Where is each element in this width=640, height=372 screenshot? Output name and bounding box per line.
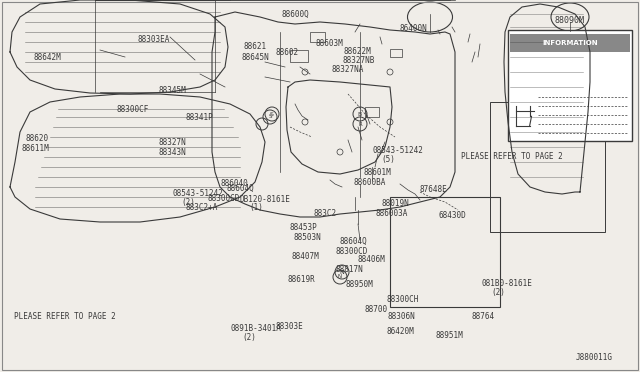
Text: 88621: 88621 <box>243 42 266 51</box>
Text: DB120-8161E: DB120-8161E <box>240 195 291 203</box>
Text: 88600Q: 88600Q <box>282 10 309 19</box>
Text: 88503N: 88503N <box>293 233 321 242</box>
Text: 883C2: 883C2 <box>314 209 337 218</box>
Text: 883C2+A: 883C2+A <box>186 203 218 212</box>
Text: 88090M: 88090M <box>555 16 585 25</box>
Text: 88604Q: 88604Q <box>227 184 254 193</box>
Text: 0891B-3401A: 0891B-3401A <box>230 324 281 333</box>
Text: (1): (1) <box>250 203 264 212</box>
Text: (5): (5) <box>381 155 396 164</box>
Text: 88700: 88700 <box>365 305 388 314</box>
Text: (2): (2) <box>182 198 196 207</box>
Text: N: N <box>340 269 344 275</box>
Bar <box>508 30 632 141</box>
Text: 88950M: 88950M <box>346 280 373 289</box>
Text: PLEASE REFER TO PAGE 2: PLEASE REFER TO PAGE 2 <box>461 153 563 161</box>
Text: 88300CF: 88300CF <box>116 105 149 114</box>
Bar <box>310 32 325 42</box>
Text: 88341P: 88341P <box>186 113 213 122</box>
Text: 88604Q: 88604Q <box>339 237 367 246</box>
Text: 886040: 886040 <box>220 179 248 188</box>
Text: 081B0-8161E: 081B0-8161E <box>482 279 532 288</box>
Text: 88602: 88602 <box>275 48 298 57</box>
Bar <box>290 50 308 62</box>
Text: 88603M: 88603M <box>316 39 343 48</box>
Text: 88303E: 88303E <box>275 322 303 331</box>
Text: PLEASE REFER TO PAGE 2: PLEASE REFER TO PAGE 2 <box>14 312 116 321</box>
Text: 88300CH: 88300CH <box>387 295 419 304</box>
Text: 88300CD: 88300CD <box>335 247 368 256</box>
Text: 88764: 88764 <box>471 312 494 321</box>
Text: 88645N: 88645N <box>242 53 269 62</box>
Text: 88600BA: 88600BA <box>353 178 386 187</box>
Text: 88343N: 88343N <box>159 148 186 157</box>
Text: 86420M: 86420M <box>387 327 414 336</box>
Text: 86400N: 86400N <box>400 24 428 33</box>
Text: 88407M: 88407M <box>292 252 319 261</box>
Text: S: S <box>270 112 274 116</box>
Text: 88303EA: 88303EA <box>138 35 170 44</box>
Text: 08543-51242: 08543-51242 <box>372 146 423 155</box>
Text: 87648E: 87648E <box>419 185 447 194</box>
Text: (2): (2) <box>243 333 257 342</box>
Text: 88453P: 88453P <box>290 223 317 232</box>
Bar <box>390 197 500 307</box>
Text: R: R <box>358 122 362 126</box>
Text: 88019N: 88019N <box>381 199 409 208</box>
Text: 88951M: 88951M <box>435 331 463 340</box>
Text: 88300CD: 88300CD <box>207 194 240 203</box>
Text: 88345M: 88345M <box>159 86 186 95</box>
Text: S: S <box>268 115 272 119</box>
Text: 88327N: 88327N <box>159 138 186 147</box>
Text: 88619R: 88619R <box>288 275 316 284</box>
Text: 88642M: 88642M <box>33 53 61 62</box>
Text: (2): (2) <box>492 288 506 297</box>
Text: 88406M: 88406M <box>357 255 385 264</box>
Text: INFORMATION: INFORMATION <box>542 40 598 46</box>
Text: 88817N: 88817N <box>335 265 363 274</box>
Text: 68430D: 68430D <box>438 211 466 220</box>
Text: 88601M: 88601M <box>364 168 391 177</box>
Text: 88611M: 88611M <box>22 144 49 153</box>
Text: 88620: 88620 <box>26 134 49 143</box>
Bar <box>390 49 402 57</box>
Text: 08543-51242: 08543-51242 <box>172 189 223 198</box>
Text: N: N <box>338 275 342 279</box>
Text: 88327NB: 88327NB <box>342 56 375 65</box>
Bar <box>490 102 605 232</box>
Text: 88327NA: 88327NA <box>332 65 364 74</box>
Text: 886003A: 886003A <box>376 209 408 218</box>
Text: 88622M: 88622M <box>344 47 371 56</box>
Text: 88306N: 88306N <box>388 312 415 321</box>
Bar <box>509 34 630 52</box>
Bar <box>365 107 379 117</box>
Text: J880011G: J880011G <box>576 353 613 362</box>
Text: B: B <box>358 112 362 116</box>
